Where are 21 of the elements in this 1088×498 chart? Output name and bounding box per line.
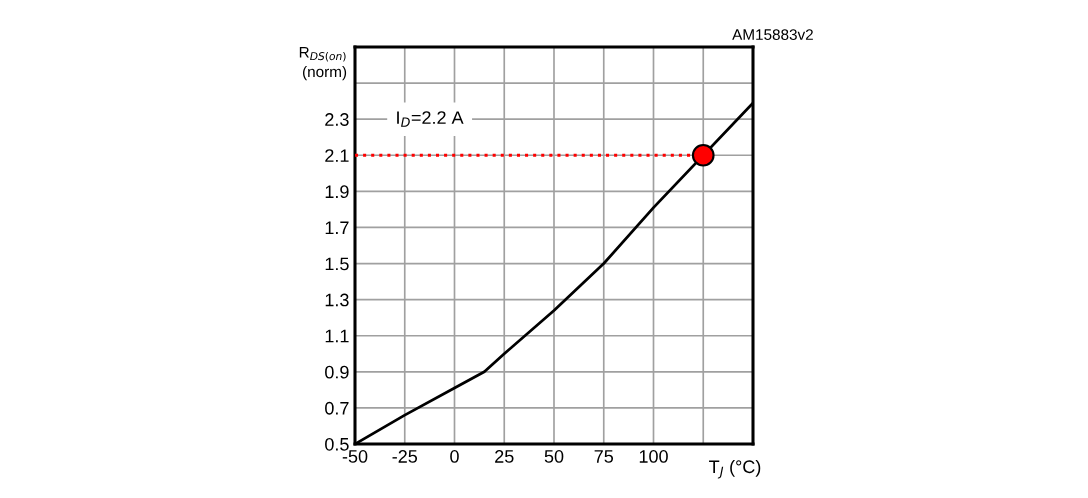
x-tick-label: -50 [342, 450, 368, 463]
y-tick-label: 2.3 [325, 113, 349, 126]
annotation: I$_{D}$=2.2 A [397, 111, 464, 127]
x-tick-label: 75 [594, 450, 614, 463]
y-tick-label: 1.9 [325, 185, 349, 199]
y-tick-label: 1.1 [325, 329, 349, 343]
y-tick-label: 0.5 [325, 437, 349, 451]
y-tick-label: 1.7 [325, 221, 349, 234]
y-axis-title: R$_{DS(on)}$ (norm) [299, 47, 347, 81]
y-tick-label: 1.3 [325, 293, 349, 307]
y-tick-label: 0.7 [325, 401, 349, 415]
y-tick-label: 2.1 [325, 149, 349, 162]
x-tick-label: 0 [450, 450, 459, 463]
y-tick-label: 1.5 [325, 257, 349, 271]
x-tick-label: 25 [495, 450, 514, 463]
x-tick-label: -25 [392, 450, 418, 463]
x-tick-label: 100 [639, 450, 668, 463]
x-tick-label: 50 [544, 450, 564, 463]
text: AM15883v2 [732, 29, 813, 41]
y-tick-label: 0.9 [325, 365, 349, 379]
x-axis-title: T$_{J}$ (°C) [709, 459, 761, 479]
